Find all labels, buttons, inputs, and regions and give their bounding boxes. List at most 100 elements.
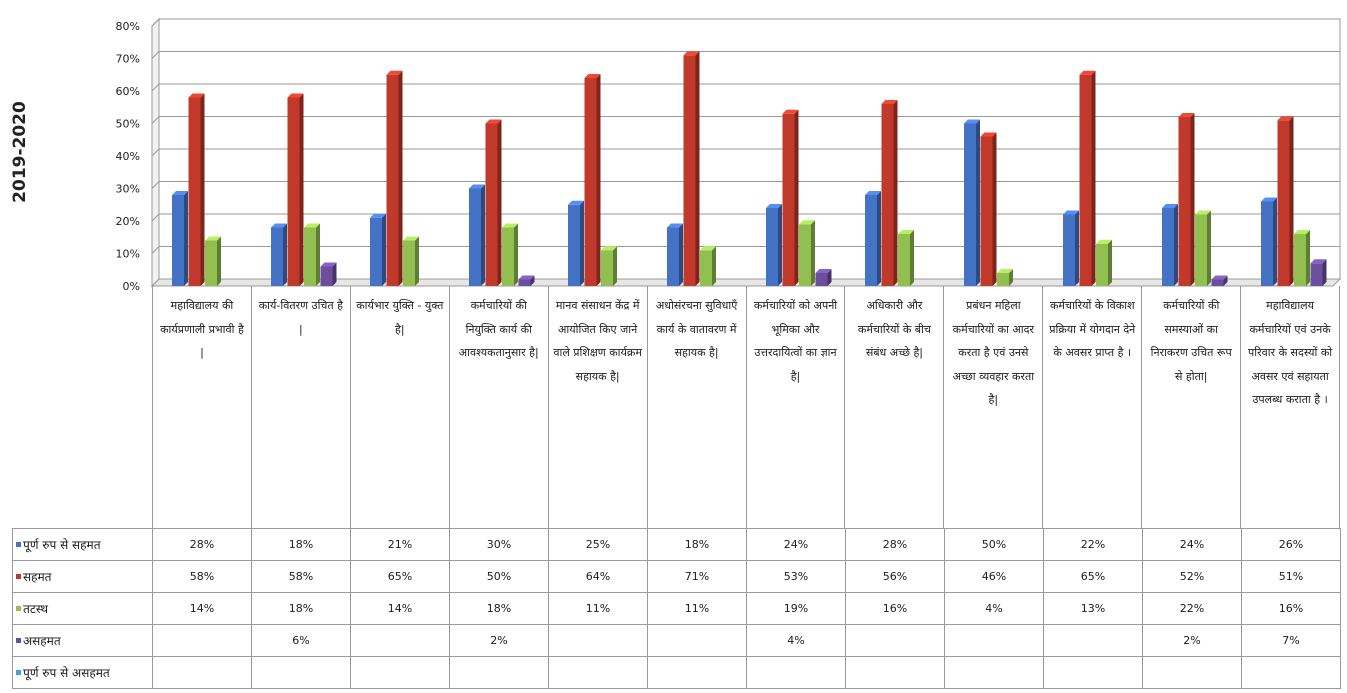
bar-front (1261, 201, 1273, 286)
bar-top (287, 93, 304, 98)
bar-side (1223, 275, 1228, 286)
gridline (151, 246, 1340, 254)
y-tick-label: 70% (116, 53, 140, 66)
bar (304, 223, 320, 286)
bar-top (205, 236, 221, 241)
series-name: असहमत (23, 634, 61, 648)
legend-swatch (16, 606, 21, 611)
bar (683, 51, 700, 286)
bar-front (188, 97, 201, 286)
bar (1162, 204, 1178, 286)
bar-side (398, 70, 403, 286)
bar (287, 93, 304, 286)
bar-side (1174, 204, 1178, 286)
data-label: 13% (1043, 592, 1143, 625)
series-label-cell: असहमत (12, 624, 153, 657)
data-label (647, 624, 747, 657)
data-label: 22% (1142, 592, 1242, 625)
data-label: 11% (647, 592, 747, 625)
data-label (350, 656, 450, 689)
bar-top (700, 246, 716, 251)
bar (1261, 197, 1277, 286)
bar-front (502, 227, 514, 286)
bar-side (1091, 70, 1096, 286)
data-label: 28% (152, 528, 252, 561)
bar-side (514, 223, 518, 286)
data-label: 28% (845, 528, 945, 561)
bar-top (1079, 70, 1096, 75)
gridline (151, 18, 1340, 27)
data-label: 52% (1142, 560, 1242, 593)
data-label (152, 624, 252, 657)
data-label: 50% (944, 528, 1044, 561)
data-label: 50% (449, 560, 549, 593)
y-tick-label: 20% (116, 215, 140, 228)
bar-side (794, 109, 799, 286)
bar (799, 220, 815, 286)
legend-swatch (16, 574, 21, 579)
bar-top (766, 204, 782, 208)
gridline (151, 181, 1340, 189)
category-label: कर्मचारियों के विकाश प्रक्रिया में योगदा… (1042, 286, 1141, 528)
bar (386, 70, 403, 286)
bar-side (811, 220, 815, 286)
data-label: 64% (548, 560, 648, 593)
data-label: 65% (350, 560, 450, 593)
bar-top (1277, 116, 1294, 121)
bar-side (415, 236, 419, 286)
data-label: 30% (449, 528, 549, 561)
bar-front (997, 273, 1009, 286)
bar-front (304, 227, 316, 286)
data-label (449, 656, 549, 689)
bar-front (1096, 243, 1108, 286)
bar-top (403, 236, 419, 241)
bar-top (502, 223, 518, 228)
bar (1211, 275, 1228, 286)
data-label: 16% (845, 592, 945, 625)
table-row: तटस्थ 14% 18% 14% 18% 11% 11% 19% 16% 4% 13% 22% 16% (12, 592, 1341, 625)
data-label: 14% (152, 592, 252, 625)
category-label: महाविद्यालय की कार्यप्रणाली प्रभावी है | (152, 286, 251, 528)
data-label: 56% (845, 560, 945, 593)
data-label: 46% (944, 560, 1044, 593)
bar (370, 213, 386, 286)
data-label: 7% (1241, 624, 1341, 657)
bar (485, 119, 502, 286)
bar-chart: 0% 10% 20% 30% 40% 50% 60% 70% 80% (116, 17, 1342, 293)
bar-side (1322, 259, 1327, 286)
bar-side (613, 246, 617, 286)
bar-front (980, 136, 993, 286)
data-label (548, 656, 648, 689)
bar (1195, 210, 1211, 286)
bar-side (778, 204, 782, 286)
data-label: 21% (350, 528, 450, 561)
bar-front (815, 273, 828, 286)
data-label: 53% (746, 560, 846, 593)
bar (964, 119, 980, 286)
bar (700, 246, 716, 286)
bar-top (1162, 204, 1178, 208)
data-label: 18% (449, 592, 549, 625)
bar (898, 230, 914, 286)
data-label: 4% (944, 592, 1044, 625)
bar-top (815, 269, 832, 273)
bar-top (667, 223, 683, 228)
bar-top (1310, 259, 1327, 264)
bar-side (217, 236, 221, 286)
y-tick-label: 0% (123, 280, 140, 293)
category-label: कर्मचारियों की समस्याओं का निराकरण उचित … (1141, 286, 1240, 528)
legend-swatch (16, 670, 21, 675)
bar-front (1063, 214, 1075, 286)
bar-front (683, 55, 696, 286)
category-label: अधिकारी और कर्मचारियों के बीच संबंध अच्छ… (844, 286, 943, 528)
bar-front (568, 204, 580, 286)
bar-top (881, 100, 898, 104)
data-label: 6% (251, 624, 351, 657)
bar-top (865, 191, 881, 195)
bar (502, 223, 518, 286)
bar-side (1009, 269, 1013, 286)
bar-side (1306, 230, 1310, 286)
bar (865, 191, 881, 286)
data-label: 58% (251, 560, 351, 593)
